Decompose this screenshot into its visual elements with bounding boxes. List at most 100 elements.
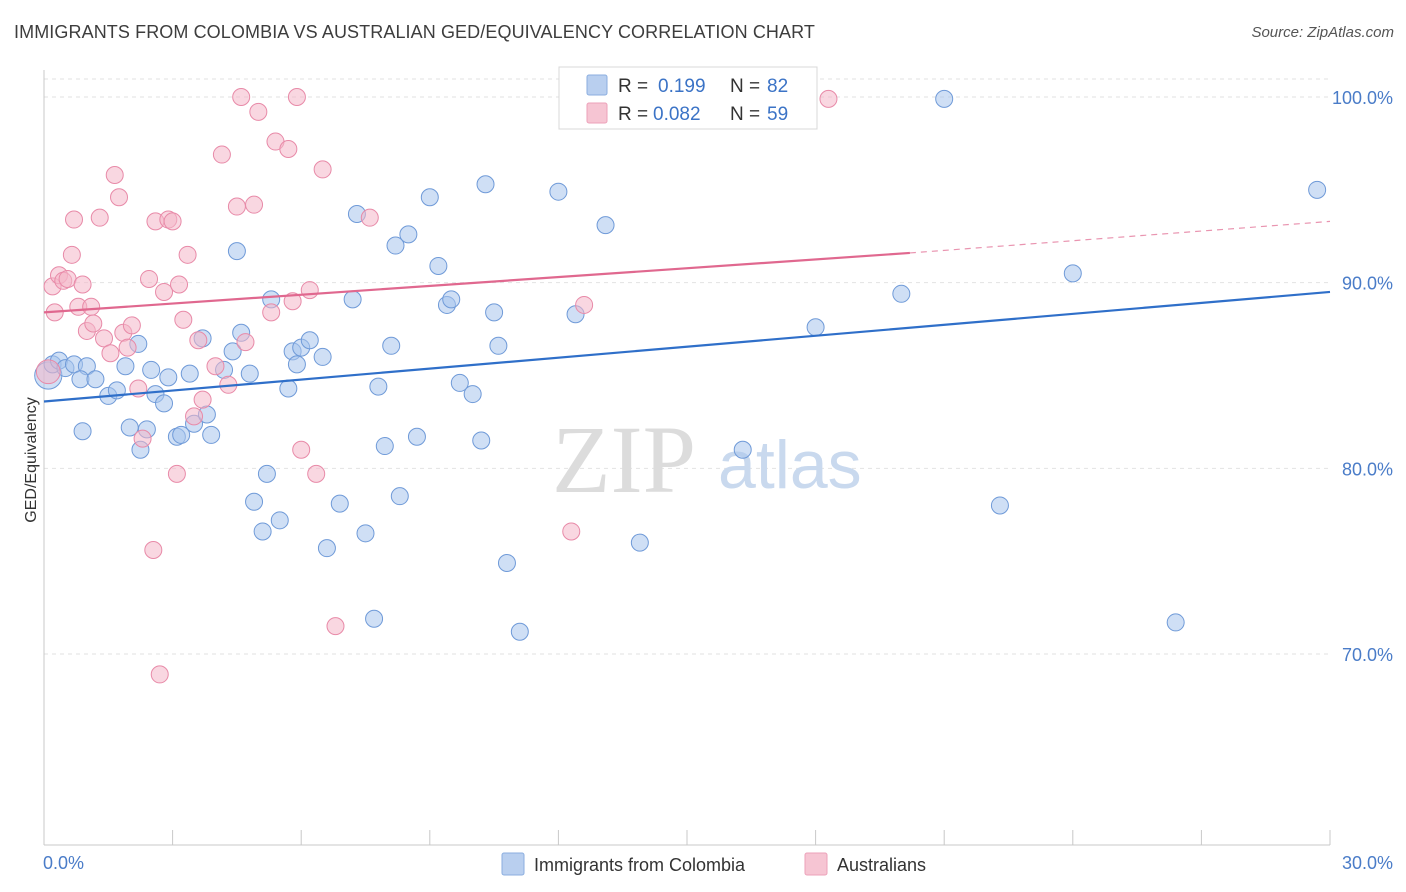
- data-point: [189, 331, 208, 350]
- data-point: [369, 377, 388, 396]
- data-point: [122, 316, 141, 335]
- data-point: [65, 210, 84, 229]
- source-credit: Source: ZipAtlas.com: [1251, 24, 1394, 41]
- data-point: [356, 524, 375, 543]
- legend-r-value-australians: 0.082: [653, 104, 701, 125]
- data-point: [1308, 180, 1327, 199]
- legend-r-label: R =: [618, 76, 648, 97]
- trend-lines: [43, 220, 1331, 403]
- chart-title: IMMIGRANTS FROM COLOMBIA VS AUSTRALIAN G…: [14, 22, 816, 42]
- data-point: [806, 318, 825, 337]
- legend-swatch-colombia: [586, 74, 608, 96]
- legend-swatch-australians: [586, 102, 608, 124]
- data-point: [472, 431, 491, 450]
- trend-line-extension: [909, 220, 1331, 254]
- data-point: [562, 522, 581, 541]
- data-point: [429, 256, 448, 275]
- data-point: [167, 464, 186, 483]
- x-tick-label-max: 30.0%: [1342, 853, 1393, 873]
- data-point: [95, 329, 114, 348]
- legend-r-value-colombia: 0.199: [658, 76, 706, 97]
- legend-r-label: R =: [618, 104, 648, 125]
- data-point: [240, 364, 259, 383]
- data-point: [489, 336, 508, 355]
- data-point: [313, 160, 332, 179]
- data-point: [442, 290, 461, 309]
- data-point: [300, 331, 319, 350]
- data-point: [140, 269, 159, 288]
- data-point: [82, 297, 101, 316]
- data-point: [407, 427, 426, 446]
- data-point: [510, 622, 529, 641]
- data-point: [142, 360, 161, 379]
- data-point: [133, 429, 152, 448]
- data-point: [382, 336, 401, 355]
- data-point: [262, 303, 281, 322]
- data-point: [892, 284, 911, 303]
- data-point: [253, 522, 272, 541]
- data-point: [73, 275, 92, 294]
- data-point: [193, 390, 212, 409]
- y-tick-label: 80.0%: [1342, 459, 1393, 479]
- x-ticks: [43, 830, 1331, 845]
- data-point: [279, 139, 298, 158]
- watermark: ZIP atlas: [552, 406, 862, 513]
- data-point: [386, 236, 405, 255]
- data-point: [549, 182, 568, 201]
- data-point: [227, 197, 246, 216]
- data-point: [245, 195, 264, 214]
- data-point: [485, 303, 504, 322]
- data-point: [84, 314, 103, 333]
- data-point: [287, 88, 306, 106]
- data-point: [101, 344, 120, 363]
- data-point: [155, 394, 174, 413]
- legend-n-value-australians: 59: [767, 104, 788, 125]
- data-point: [292, 440, 311, 459]
- data-point: [86, 370, 105, 389]
- data-point: [463, 385, 482, 404]
- data-point: [819, 89, 838, 108]
- data-point: [155, 282, 174, 301]
- data-point: [172, 425, 191, 444]
- data-point: [150, 665, 169, 684]
- data-point: [420, 188, 439, 207]
- data-point: [399, 225, 418, 244]
- data-point: [365, 609, 384, 628]
- data-point: [313, 347, 332, 366]
- data-point: [118, 338, 137, 357]
- data-point: [360, 208, 379, 227]
- y-axis-title: GED/Equivalency: [23, 397, 40, 522]
- y-tick-label: 90.0%: [1342, 274, 1393, 294]
- y-tick-label: 70.0%: [1342, 645, 1393, 665]
- stats-legend: R = 0.199 N = 82 R = 0.082 N = 59: [558, 66, 818, 130]
- y-tick-labels: 100.0% 90.0% 80.0% 70.0%: [1332, 88, 1393, 665]
- trend-line-australians: [43, 251, 910, 314]
- series-label-australians: Australians: [837, 855, 926, 875]
- watermark-atlas: atlas: [718, 427, 862, 503]
- data-point: [178, 245, 197, 264]
- data-point: [575, 295, 594, 314]
- data-point: [174, 310, 193, 329]
- legend-n-label: N =: [730, 76, 760, 97]
- y-tick-label: 100.0%: [1332, 88, 1393, 108]
- data-point: [497, 554, 516, 573]
- data-point: [249, 102, 268, 121]
- data-point: [223, 342, 242, 361]
- data-point: [90, 208, 109, 227]
- data-point: [62, 245, 81, 264]
- data-point: [73, 422, 92, 441]
- data-point: [185, 407, 204, 426]
- x-tick-label-min: 0.0%: [43, 853, 84, 873]
- legend-n-label: N =: [730, 104, 760, 125]
- series-swatch-colombia: [501, 852, 525, 876]
- data-point: [596, 216, 615, 235]
- trend-line-colombia: [43, 290, 1331, 403]
- data-point: [287, 355, 306, 374]
- data-point: [116, 357, 135, 376]
- data-point: [257, 464, 276, 483]
- data-point: [326, 617, 345, 636]
- data-points: [34, 88, 1327, 684]
- grid-lines: [44, 78, 1330, 655]
- data-point: [202, 425, 221, 444]
